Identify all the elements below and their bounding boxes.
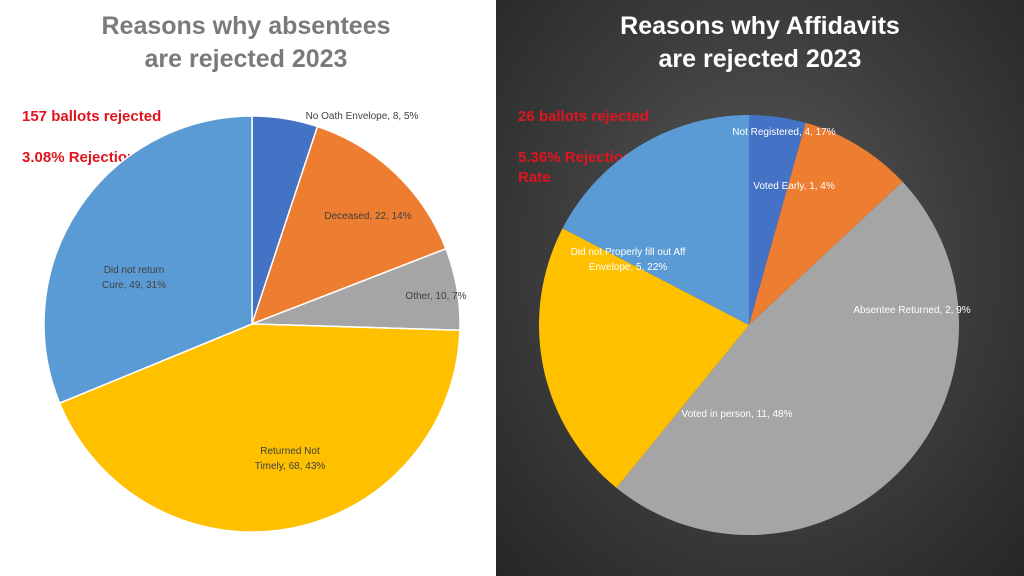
affidavit-chart-title: Reasons why Affidavits are rejected 2023 [496,10,1024,76]
absentee-title-line-1: Reasons why absentees [101,12,391,40]
affidavit-title-line-1: Reasons why Affidavits [620,12,900,40]
absentee-title-line-2: are rejected 2023 [144,45,348,73]
absentee-data-label-other: Other, 10, 7% [405,291,466,302]
affidavit-pie-chart: Voted Early, 1, 4% Absentee Returned, 2, … [538,114,971,536]
affidavit-data-label-not-registered: Not Registered, 4, 17% [732,127,835,138]
absentee-chart-title: Reasons why absentees are rejected 2023 [0,10,492,76]
absentee-chart-panel: Reasons why absentees are rejected 2023 … [0,0,492,576]
affidavit-rejection-rate-note: 5.36% Rejection Rate [518,148,632,188]
affidavit-rejection-rate-line-1: 5.36% Rejection [518,149,633,166]
affidavit-rejection-rate-line-2: Rate [518,169,551,186]
absentee-data-label-returned-not-timely: Returned Not Timely, 68, 43% [255,446,326,472]
affidavit-ballots-rejected-note: 26 ballots rejected [518,108,649,125]
absentee-pie-chart: No Oath Envelope, 8, 5% Deceased, 22, 14%… [43,111,467,533]
affidavit-slice-voted-in-person [616,181,960,536]
absentee-slice-returned-not-timely [58,323,461,533]
absentee-data-label-deceased: Deceased, 22, 14% [324,211,411,222]
affidavit-slice-not-registered [562,114,749,326]
affidavit-data-label-did-not-properly-fill-out-aff-envelope: Did not Properly fill out Aff Envelope, 5… [571,247,686,273]
affidavit-data-label-voted-early: Voted Early, 1, 4% [753,181,835,192]
affidavit-slice-absentee-returned [749,122,903,325]
absentee-slice-deceased [250,125,447,326]
absentee-data-label-did-not-return-cure: Did not return Cure, 49, 31% [102,265,166,291]
affidavit-chart-panel: Reasons why Affidavits are rejected 2023… [496,0,1024,576]
affidavit-slice-voted-early [749,115,806,325]
absentee-data-label-no-oath-envelope: No Oath Envelope, 8, 5% [306,111,419,122]
affidavit-data-label-absentee-returned: Absentee Returned, 2, 9% [853,305,970,316]
affidavit-data-label-voted-in-person: Voted in person, 11, 48% [681,409,792,420]
affidavit-slice-did-not-properly-fill-out-aff-envelope [538,228,749,488]
affidavit-title-line-2: are rejected 2023 [658,45,862,73]
panel-divider [492,0,496,576]
absentee-ballots-rejected-note: 157 ballots rejected [22,108,162,125]
absentee-slice-did-not-return-cure [43,115,253,405]
